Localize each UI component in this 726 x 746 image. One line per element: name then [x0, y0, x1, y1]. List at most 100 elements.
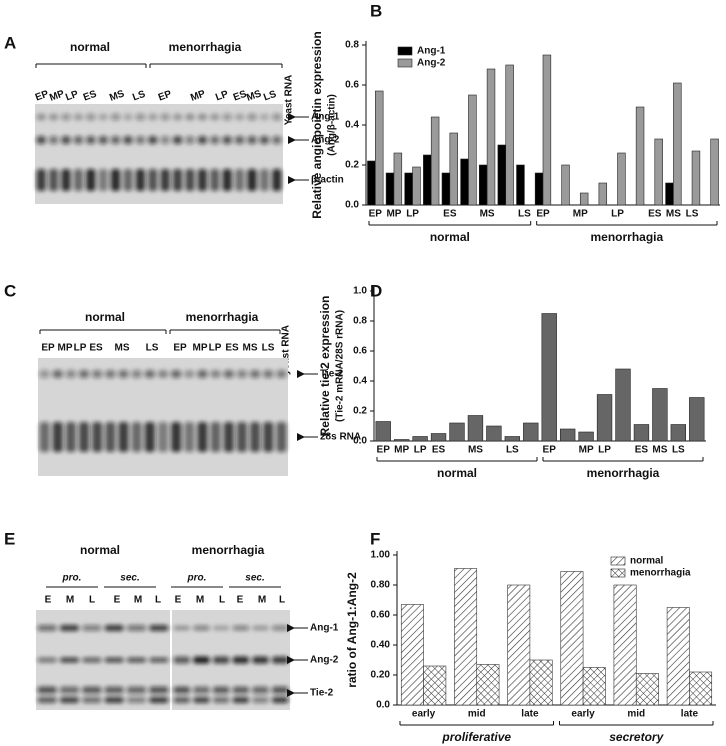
- y-tick-label: 0.20: [371, 670, 391, 681]
- band: [86, 136, 96, 144]
- band: [36, 113, 46, 121]
- lane-label: MP: [193, 343, 208, 354]
- x-tick-label: EP: [543, 445, 557, 456]
- y-tick-label: 1.0: [353, 286, 367, 297]
- band: [271, 697, 289, 703]
- band: [222, 169, 232, 191]
- band: [222, 136, 232, 144]
- bar: [615, 368, 631, 442]
- band: [160, 136, 170, 144]
- band: [193, 686, 210, 694]
- lane-label: ES: [89, 343, 103, 354]
- bar: [617, 152, 626, 206]
- band: [118, 370, 129, 378]
- band: [193, 625, 210, 631]
- bar: [505, 64, 514, 206]
- lane-label: M: [134, 595, 142, 606]
- legend-swatch: [397, 58, 413, 68]
- band: [98, 113, 108, 121]
- bar: [654, 138, 663, 206]
- y-axis-label: (Tie-2 mRNA/28S rRNA): [335, 310, 346, 422]
- y-tick-label: 0.2: [345, 160, 359, 171]
- group-label: normal: [70, 40, 110, 54]
- y-tick-label: 0.8: [345, 40, 359, 51]
- blot-bands: [39, 370, 287, 452]
- lane-label: M: [196, 595, 204, 606]
- band: [48, 113, 59, 121]
- x-tick-label: LP: [598, 445, 611, 456]
- band: [110, 169, 121, 191]
- x-tick-label: ES: [648, 209, 662, 220]
- bar: [596, 394, 613, 442]
- phase-label: pro.: [62, 573, 82, 584]
- band: [252, 697, 269, 703]
- band: [82, 686, 102, 694]
- bar: [582, 667, 606, 706]
- phase-label: sec.: [120, 573, 139, 584]
- lane-label: MP: [58, 343, 73, 354]
- x-tick-label: EP: [536, 209, 550, 220]
- lane-label: LP: [209, 343, 222, 354]
- band: [236, 422, 248, 452]
- band: [252, 656, 269, 664]
- band: [126, 697, 147, 703]
- band: [171, 422, 182, 452]
- band: [92, 370, 103, 378]
- band: [98, 169, 108, 191]
- x-tick-label: LS: [686, 209, 699, 220]
- band: [65, 422, 76, 452]
- band: [59, 697, 80, 703]
- lane-label: LP: [64, 89, 80, 104]
- lane-label: MP: [48, 88, 66, 104]
- panel-letter: F: [370, 529, 380, 548]
- legend-swatch: [397, 46, 413, 56]
- bar: [689, 671, 713, 706]
- band: [173, 697, 191, 703]
- band: [73, 136, 84, 144]
- band: [247, 113, 257, 121]
- band-label: β-actin: [311, 175, 344, 186]
- lane-label: MS: [108, 88, 126, 104]
- group-label: normal: [80, 543, 120, 557]
- band: [123, 169, 133, 191]
- band: [149, 625, 169, 631]
- lane-label: ES: [232, 89, 249, 104]
- band: [172, 113, 183, 121]
- x-tick-label: ES: [443, 209, 457, 220]
- band: [65, 370, 76, 378]
- blot-bands: [173, 625, 289, 703]
- y-axis-label: Relative angiopoietin expression: [310, 31, 324, 218]
- band-label: Ang-2: [311, 135, 340, 146]
- bar: [560, 571, 584, 706]
- band: [276, 370, 287, 378]
- lane-label: M: [66, 595, 74, 606]
- band: [250, 422, 261, 452]
- bar: [670, 424, 687, 442]
- band: [185, 136, 195, 144]
- band: [59, 686, 80, 694]
- lane-label: ES: [225, 343, 239, 354]
- band: [37, 686, 57, 694]
- bar: [504, 436, 521, 442]
- group-label: normal: [430, 230, 470, 244]
- lane-label: L: [279, 595, 285, 606]
- band: [276, 422, 287, 452]
- lane-label: EP: [173, 343, 187, 354]
- bar: [665, 182, 674, 206]
- band: [236, 370, 248, 378]
- y-tick-label: 0.2: [353, 406, 367, 417]
- band: [272, 169, 282, 191]
- x-tick-label: MS: [652, 445, 667, 456]
- bar: [579, 192, 589, 206]
- blot-bands: [36, 113, 282, 191]
- lane-label: E: [45, 595, 52, 606]
- lane-label: L: [219, 595, 225, 606]
- bar: [375, 90, 384, 206]
- lane-label: ES: [82, 89, 99, 104]
- band-label: Tie-2: [320, 369, 344, 380]
- band: [104, 686, 124, 694]
- band: [250, 370, 261, 378]
- panel-letter: D: [370, 281, 382, 300]
- x-tick-label: LS: [672, 445, 685, 456]
- bar: [689, 397, 705, 442]
